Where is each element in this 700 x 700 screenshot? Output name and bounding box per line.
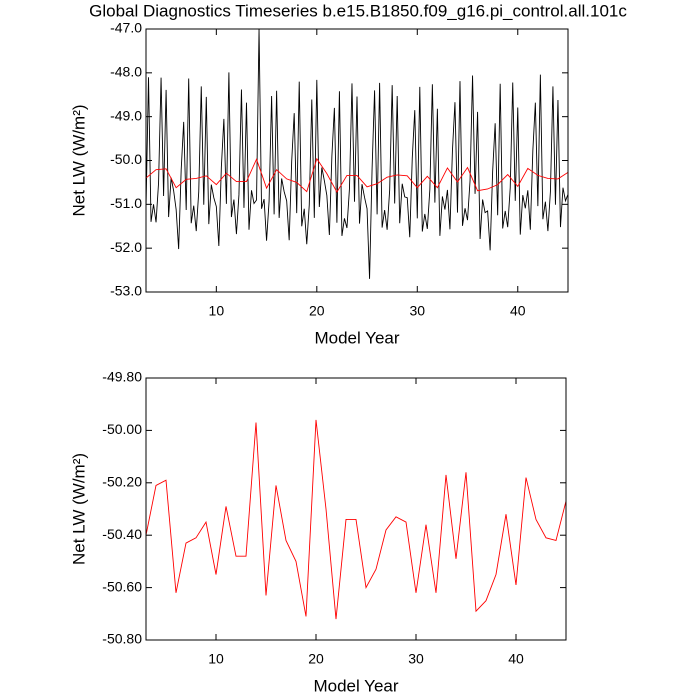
plot-frame [145, 377, 567, 641]
plot-frame [145, 28, 569, 293]
y-tick-label: -50.40 [102, 526, 142, 542]
y-tick-label: -50.60 [102, 578, 142, 594]
y-tick-label: -53.0 [110, 283, 142, 299]
y-axis-label: Net LW (W/m²) [69, 453, 88, 565]
y-tick-label: -52.0 [110, 239, 142, 255]
y-tick-label: -49.0 [110, 107, 142, 123]
x-tick-label: 40 [508, 651, 524, 667]
x-tick-label: 30 [409, 303, 425, 319]
x-tick-label: 40 [510, 303, 526, 319]
y-tick-label: -51.0 [110, 195, 142, 211]
chart-title: Global Diagnostics Timeseries b.e15.B185… [89, 1, 627, 20]
x-tick-label: 10 [209, 303, 225, 319]
y-tick-label: -50.00 [102, 421, 142, 437]
x-tick-label: 30 [408, 651, 424, 667]
y-tick-label: -50.20 [102, 474, 142, 490]
y-axis-label: Net LW (W/m²) [69, 104, 88, 216]
x-tick-label: 10 [208, 651, 224, 667]
x-axis-label: Model Year [314, 328, 399, 347]
series-line [146, 419, 566, 620]
x-tick-label: 20 [308, 651, 324, 667]
y-tick-label: -48.0 [110, 64, 142, 80]
series-line [146, 29, 568, 279]
y-tick-label: -50.80 [102, 631, 142, 647]
x-tick-label: 20 [309, 303, 325, 319]
x-axis-label: Model Year [313, 676, 398, 695]
series-line [146, 157, 568, 193]
y-tick-label: -50.0 [110, 151, 142, 167]
y-tick-label: -49.80 [102, 369, 142, 385]
y-tick-label: -47.0 [110, 20, 142, 36]
